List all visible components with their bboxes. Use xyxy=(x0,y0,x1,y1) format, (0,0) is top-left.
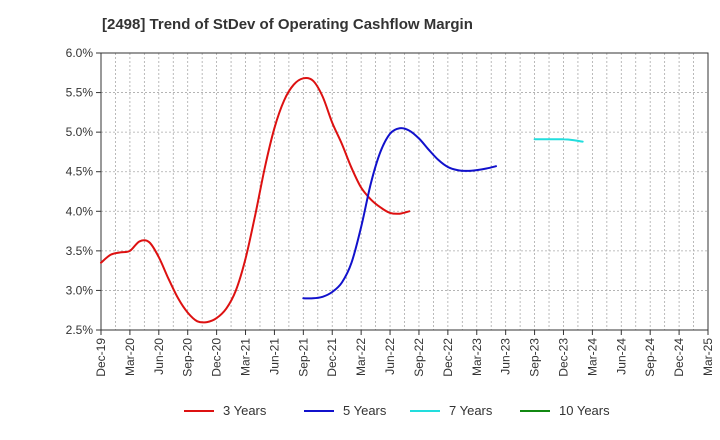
x-tick-label: Dec-20 xyxy=(210,338,224,377)
y-tick-label: 6.0% xyxy=(66,46,94,60)
plot-border xyxy=(100,52,709,331)
x-tick-label: Jun-23 xyxy=(499,338,513,375)
x-tick-label: Mar-21 xyxy=(239,338,253,376)
x-tick-label: Sep-23 xyxy=(528,338,542,377)
series-line-3-years xyxy=(100,77,411,324)
y-tick-label: 2.5% xyxy=(66,323,94,337)
legend-label-3-years: 3 Years xyxy=(223,403,267,418)
y-tick-label: 5.0% xyxy=(66,125,94,139)
x-tick-label: Jun-20 xyxy=(152,338,166,375)
x-tick-label: Mar-25 xyxy=(701,338,715,376)
x-tick-label: Sep-21 xyxy=(296,338,310,377)
x-tick-label: Mar-22 xyxy=(354,338,368,376)
x-tick-label: Dec-23 xyxy=(556,338,570,377)
x-tick-label: Jun-24 xyxy=(614,338,628,375)
x-tick-label: Mar-24 xyxy=(585,338,599,376)
x-tick-label: Dec-19 xyxy=(94,338,108,377)
x-tick-label: Sep-22 xyxy=(412,338,426,377)
legend-label-10-years: 10 Years xyxy=(559,403,610,418)
x-tick-label: Sep-20 xyxy=(181,338,195,377)
x-tick-label: Jun-21 xyxy=(267,338,281,375)
series-line-7-years xyxy=(533,138,584,143)
x-tick-label: Dec-21 xyxy=(325,338,339,377)
y-tick-label: 4.5% xyxy=(66,165,94,179)
legend-label-7-years: 7 Years xyxy=(449,403,493,418)
legend-label-5-years: 5 Years xyxy=(343,403,387,418)
y-tick-label: 3.5% xyxy=(66,244,94,258)
y-tick-label: 3.0% xyxy=(66,283,94,297)
x-tick-label: Mar-23 xyxy=(470,338,484,376)
series-line-5-years xyxy=(302,127,497,300)
chart-title: [2498] Trend of StDev of Operating Cashf… xyxy=(102,16,473,33)
x-tick-label: Jun-22 xyxy=(383,338,397,375)
x-tick-label: Dec-24 xyxy=(672,338,686,377)
y-tick-label: 5.5% xyxy=(66,86,94,100)
plot-area xyxy=(101,53,708,330)
y-tick-label: 4.0% xyxy=(66,204,94,218)
x-tick-label: Dec-22 xyxy=(441,338,455,377)
x-tick-label: Mar-20 xyxy=(123,338,137,376)
x-tick-label: Sep-24 xyxy=(643,338,657,377)
